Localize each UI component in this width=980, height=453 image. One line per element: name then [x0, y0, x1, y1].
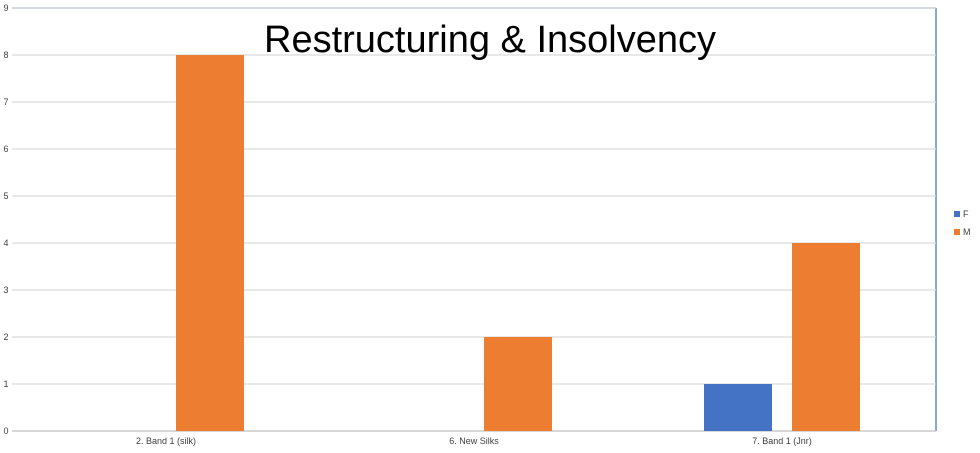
y-tick-label: 2 — [3, 332, 8, 342]
bar-m — [176, 55, 244, 431]
y-tick-label: 7 — [3, 97, 8, 107]
legend-label-f: F — [963, 209, 969, 219]
y-tick-label: 4 — [3, 238, 8, 248]
chart-title: Restructuring & Insolvency — [264, 19, 716, 61]
y-tick-label: 1 — [3, 379, 8, 389]
y-tick-label: 3 — [3, 285, 8, 295]
y-axis-ticks: 0 1 2 3 4 5 6 7 8 9 — [3, 3, 8, 436]
bar-f — [704, 384, 772, 431]
y-tick-label: 5 — [3, 191, 8, 201]
gridlines — [12, 7, 936, 432]
bars — [176, 55, 860, 431]
legend-swatch-m — [954, 229, 960, 235]
bar-m — [484, 337, 552, 431]
y-tick-label: 8 — [3, 50, 8, 60]
legend-label-m: M — [963, 227, 971, 237]
y-tick-label: 0 — [3, 426, 8, 436]
x-axis-ticks: 2. Band 1 (silk) 6. New Silks 7. Band 1 (J… — [136, 436, 812, 446]
legend: FM — [954, 209, 971, 237]
y-tick-label: 9 — [3, 3, 8, 13]
x-tick-label: 2. Band 1 (silk) — [136, 436, 196, 446]
y-tick-label: 6 — [3, 144, 8, 154]
x-tick-label: 6. New Silks — [449, 436, 499, 446]
bar-m — [792, 243, 860, 431]
legend-swatch-f — [954, 211, 960, 217]
x-tick-label: 7. Band 1 (Jnr) — [752, 436, 812, 446]
